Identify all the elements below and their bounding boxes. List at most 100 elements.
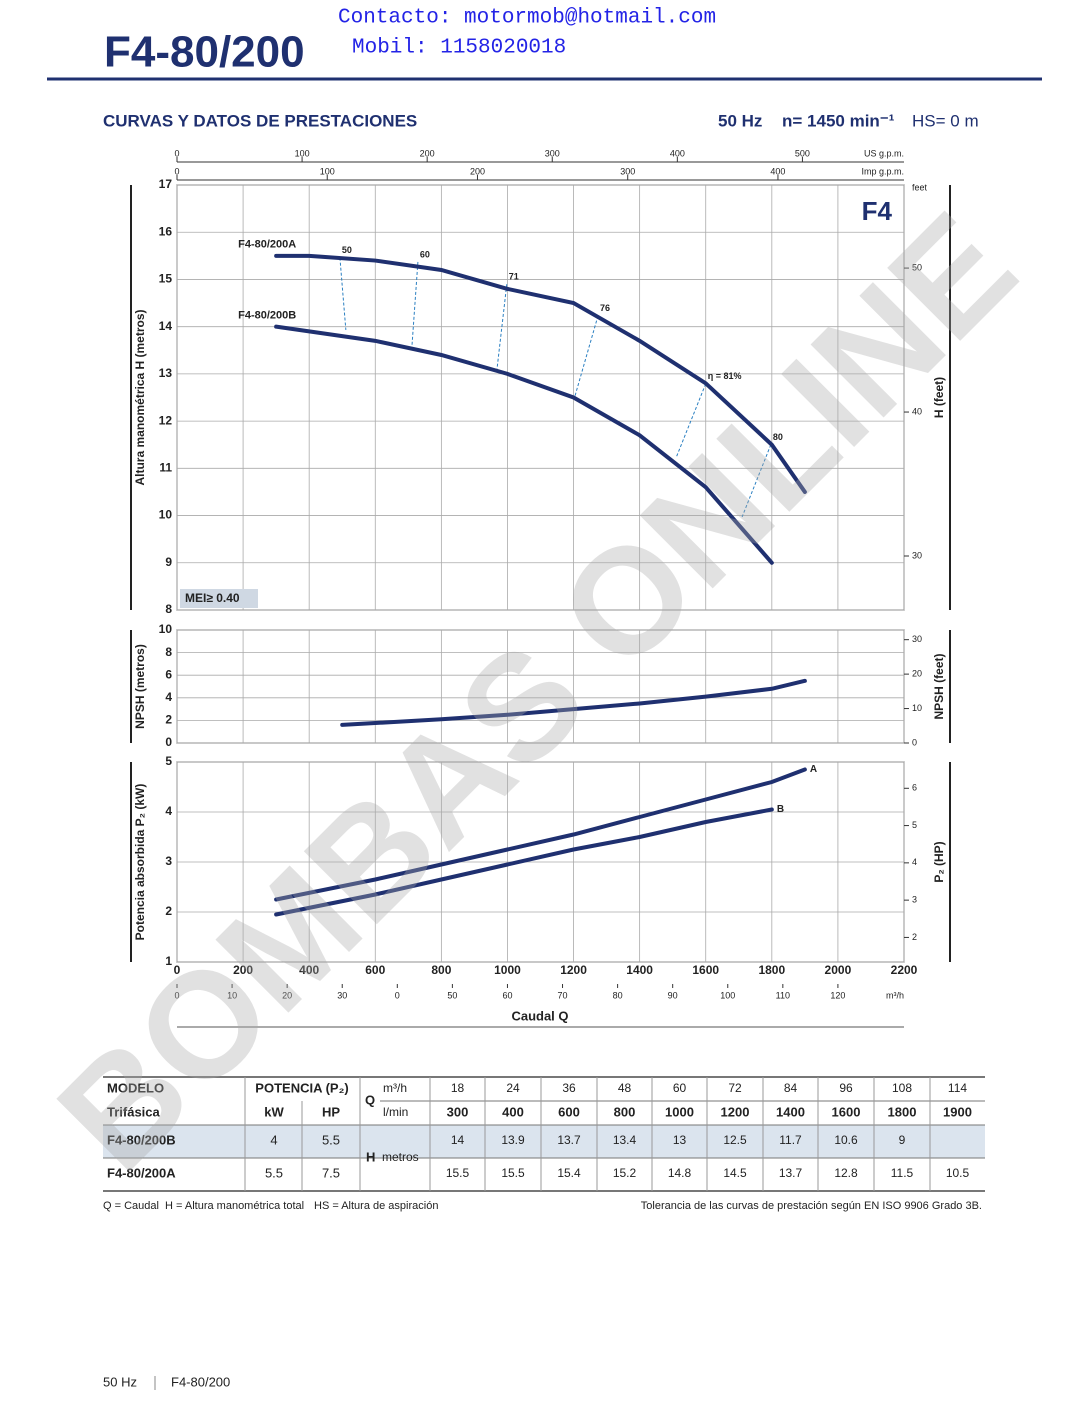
table-cell: 9 bbox=[899, 1133, 906, 1147]
table-cell: 10.5 bbox=[946, 1166, 970, 1180]
secondary-tick-label: 110 bbox=[776, 990, 790, 1000]
efficiency-line bbox=[496, 284, 508, 371]
secondary-tick-label: 50 bbox=[447, 990, 457, 1000]
footer-frequency: 50 Hz bbox=[103, 1374, 137, 1389]
secondary-axis-label: m³/h bbox=[886, 990, 904, 1000]
table-cell: 5.5 bbox=[265, 1165, 283, 1180]
y-tick-label: 6 bbox=[165, 667, 172, 681]
table-header: MODELO bbox=[107, 1080, 164, 1095]
y-tick-label: 14 bbox=[159, 319, 173, 333]
table-cell: 5.5 bbox=[322, 1132, 340, 1147]
y-tick-label: 8 bbox=[165, 602, 172, 616]
secondary-tick-label: 100 bbox=[320, 166, 335, 176]
y-tick-label: 10 bbox=[159, 508, 173, 522]
table-header: kW bbox=[264, 1104, 284, 1119]
secondary-tick-label: 500 bbox=[795, 148, 810, 158]
y-tick-label: 3 bbox=[165, 854, 172, 868]
table-cell: 15.4 bbox=[557, 1166, 581, 1180]
y-tick-label: 0 bbox=[165, 735, 172, 749]
y2-tick-label: 30 bbox=[912, 550, 922, 560]
table-cell: 7.5 bbox=[322, 1165, 340, 1180]
table-cell: 48 bbox=[618, 1081, 632, 1095]
table-header: Trifásica bbox=[107, 1104, 161, 1119]
table-header: l/min bbox=[383, 1105, 408, 1119]
table-cell: 13.7 bbox=[557, 1133, 581, 1147]
curve bbox=[340, 678, 807, 727]
table-cell: 1000 bbox=[665, 1104, 694, 1119]
y-tick-label: 8 bbox=[165, 645, 172, 659]
y-tick-label: 1 bbox=[165, 954, 172, 968]
curve bbox=[274, 324, 774, 565]
x-tick-label: 1600 bbox=[692, 963, 719, 977]
table-cell: 4 bbox=[270, 1132, 277, 1147]
y2-tick-label: 50 bbox=[912, 262, 922, 272]
table-cell: 1400 bbox=[776, 1104, 805, 1119]
efficiency-line bbox=[411, 261, 419, 347]
table-cell: 24 bbox=[506, 1081, 520, 1095]
y2-tick-label: 20 bbox=[912, 668, 922, 678]
x-tick-label: 0 bbox=[174, 963, 181, 977]
plot-area bbox=[176, 629, 905, 744]
y2-tick-label: 5 bbox=[912, 820, 917, 830]
efficiency-label: 60 bbox=[420, 249, 430, 259]
secondary-tick-label: 70 bbox=[558, 990, 568, 1000]
table-cell: 600 bbox=[558, 1104, 580, 1119]
footer-model: F4-80/200 bbox=[171, 1374, 230, 1389]
table-cell: 800 bbox=[614, 1104, 636, 1119]
table-cell: 11.7 bbox=[779, 1133, 802, 1147]
table-cell: 14 bbox=[451, 1133, 465, 1147]
y-axis-label: Altura manométrica H (metros) bbox=[133, 309, 147, 485]
secondary-tick-label: 400 bbox=[770, 166, 785, 176]
y-tick-label: 13 bbox=[159, 366, 173, 380]
table-cell: 400 bbox=[502, 1104, 524, 1119]
table-header: metros bbox=[382, 1150, 419, 1164]
secondary-tick-label: 400 bbox=[670, 148, 685, 158]
x-tick-label: 2000 bbox=[825, 963, 852, 977]
secondary-tick-label: 20 bbox=[282, 990, 292, 1000]
efficiency-label: 50 bbox=[342, 245, 352, 255]
x-tick-label: 1400 bbox=[626, 963, 653, 977]
curve-label: B bbox=[777, 804, 784, 815]
y-tick-label: 15 bbox=[159, 272, 173, 286]
note: HS = Altura de aspiración bbox=[314, 1200, 438, 1212]
secondary-tick-label: 300 bbox=[620, 166, 635, 176]
table-cell: 18 bbox=[451, 1081, 465, 1095]
table-cell: 13.7 bbox=[779, 1166, 803, 1180]
speed: n= 1450 min⁻¹ bbox=[782, 111, 895, 130]
secondary-tick-label: 100 bbox=[720, 990, 735, 1000]
contact: Contacto: motormob@hotmail.com bbox=[338, 7, 716, 30]
y2-tick-label: 3 bbox=[912, 895, 917, 905]
y2-tick-label: 6 bbox=[912, 783, 917, 793]
table-cell: 96 bbox=[839, 1081, 853, 1095]
table-cell: 11.5 bbox=[891, 1166, 914, 1180]
x-tick-label: 2200 bbox=[891, 963, 918, 977]
efficiency-label: 76 bbox=[600, 303, 610, 313]
curve-label: F4-80/200A bbox=[238, 239, 296, 251]
table-cell: 13.4 bbox=[613, 1133, 637, 1147]
badge: F4 bbox=[862, 196, 893, 226]
y2-tick-label: 2 bbox=[912, 932, 917, 942]
mobile: Mobil: 1158020018 bbox=[352, 37, 566, 60]
secondary-tick-label: 0 bbox=[174, 148, 179, 158]
secondary-tick-label: 90 bbox=[668, 990, 678, 1000]
efficiency-line bbox=[741, 444, 772, 518]
table-cell: 60 bbox=[673, 1081, 687, 1095]
y2-axis-label: P₂ (HP) bbox=[932, 841, 946, 882]
efficiency-label: 71 bbox=[509, 272, 519, 282]
table-cell: F4-80/200B bbox=[107, 1132, 176, 1147]
secondary-tick-label: 200 bbox=[420, 148, 435, 158]
secondary-tick-label: 10 bbox=[227, 990, 237, 1000]
y-tick-label: 4 bbox=[165, 804, 172, 818]
y2-axis-label: NPSH (feet) bbox=[932, 653, 946, 719]
x-tick-label: 1800 bbox=[758, 963, 785, 977]
table-cell: 12.5 bbox=[723, 1133, 747, 1147]
y2-tick-label: 40 bbox=[912, 406, 922, 416]
y-tick-label: 2 bbox=[165, 713, 172, 727]
table-cell: 36 bbox=[562, 1081, 576, 1095]
table-cell: 14.5 bbox=[723, 1166, 747, 1180]
x-tick-label: 600 bbox=[365, 963, 385, 977]
table-cell: 13 bbox=[673, 1133, 687, 1147]
y2-tick-label: 30 bbox=[912, 634, 922, 644]
efficiency-line bbox=[573, 315, 599, 400]
note: H = Altura manométrica total bbox=[165, 1200, 304, 1212]
